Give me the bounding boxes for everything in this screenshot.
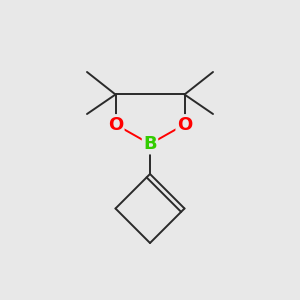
Text: B: B [143, 135, 157, 153]
Text: O: O [108, 116, 123, 134]
Text: O: O [177, 116, 192, 134]
